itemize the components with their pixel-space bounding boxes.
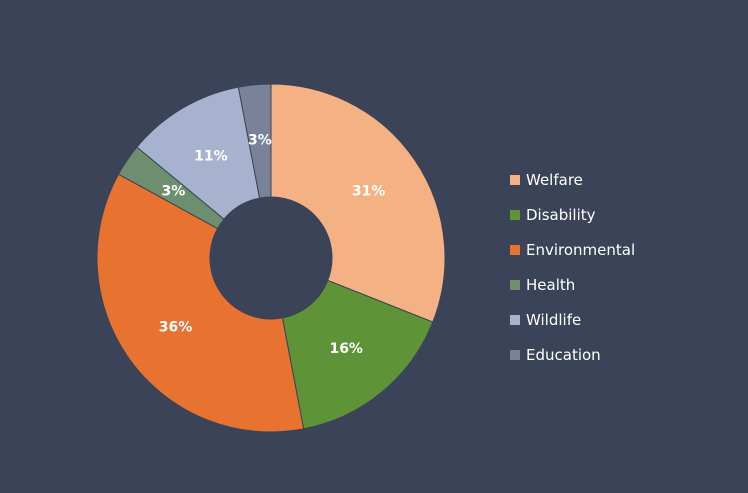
slice-welfare	[270, 83, 446, 323]
legend-label: Wildlife	[526, 310, 582, 329]
slice-education	[237, 83, 272, 199]
legend-item-health: Health	[510, 267, 635, 302]
legend-swatch	[510, 209, 520, 220]
legend-label: Health	[526, 275, 576, 294]
slice-disability	[281, 279, 434, 430]
legend-label: Welfare	[526, 170, 583, 189]
legend-swatch	[510, 349, 520, 360]
legend-label: Education	[526, 345, 601, 364]
legend-item-wildlife: Wildlife	[510, 302, 635, 337]
legend-swatch	[510, 244, 520, 255]
legend-swatch	[510, 314, 520, 325]
legend-label: Environmental	[526, 240, 636, 259]
legend-swatch	[510, 174, 520, 185]
legend-swatch	[510, 279, 520, 290]
slice-label-health: 3%	[162, 184, 186, 200]
slice-label-disability: 16%	[329, 341, 363, 357]
slice-label-wildlife: 11%	[194, 148, 228, 164]
legend-item-environmental: Environmental	[510, 232, 635, 267]
legend-item-disability: Disability	[510, 197, 635, 232]
legend-item-education: Education	[510, 337, 635, 372]
slice-label-welfare: 31%	[352, 184, 386, 200]
chart-legend: Welfare Disability Environmental Health Wild…	[510, 162, 635, 372]
slice-environmental	[96, 173, 305, 433]
legend-label: Disability	[526, 205, 596, 224]
slice-label-education: 3%	[248, 133, 272, 149]
legend-item-welfare: Welfare	[510, 162, 635, 197]
slice-label-environmental: 36%	[159, 319, 193, 335]
